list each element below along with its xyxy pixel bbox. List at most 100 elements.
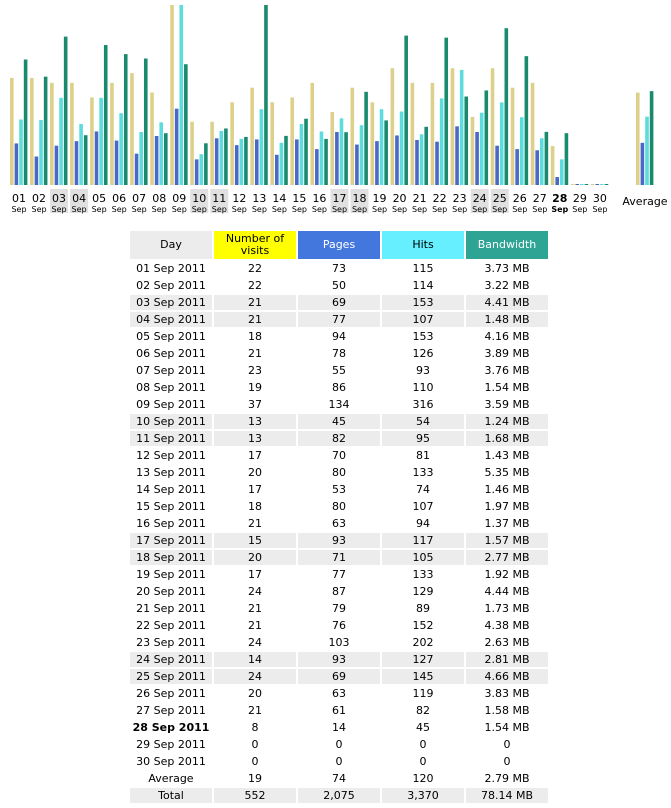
bar (524, 56, 529, 186)
x-tick-label: 26 (513, 192, 527, 205)
value-cell: 86 (332, 381, 346, 394)
value-cell: 0 (251, 755, 259, 768)
x-tick-label: 03 (52, 192, 66, 205)
value-cell: 153 (382, 295, 464, 310)
x-tick-label: 05 (92, 192, 106, 205)
header-day: Day (130, 231, 212, 259)
x-tick-month: Sep (332, 205, 347, 214)
x-tick-month: Sep (112, 205, 127, 214)
bar (210, 121, 214, 185)
bar (264, 5, 268, 185)
bar (190, 121, 194, 185)
value-cell: 202 (412, 636, 434, 649)
weekend-bg (190, 189, 209, 213)
x-tick-month: Sep (252, 205, 267, 214)
bar (335, 132, 339, 185)
value-cell: 73 (332, 262, 346, 275)
value-cell: 4.66 MB (466, 669, 548, 684)
x-tick-month: Sep (72, 205, 87, 214)
value-cell: 2.81 MB (466, 652, 548, 667)
value-cell: 152 (412, 619, 434, 632)
day-row: 29 Sep 2011 0 0 0 0 (130, 737, 548, 752)
x-tick-label: 14 (272, 192, 286, 205)
bar (154, 136, 159, 185)
x-tick-label: 09 (172, 192, 186, 205)
value-cell: 63 (332, 687, 346, 700)
value-cell: 0 (335, 738, 343, 751)
average-cell: 2.79 MB (484, 772, 530, 785)
day-cell: 04 Sep 2011 (130, 312, 212, 327)
bar (299, 124, 304, 185)
value-cell: 80 (332, 466, 346, 479)
average-label: Average (622, 195, 667, 208)
day-cell: 20 Sep 2011 (136, 585, 206, 598)
value-cell: 21 (214, 312, 296, 327)
bar (83, 135, 88, 185)
value-cell: 77 (332, 568, 346, 581)
value-cell: 1.43 MB (484, 449, 530, 462)
bar (519, 117, 524, 185)
day-row: 08 Sep 2011 19 86 110 1.54 MB (130, 380, 548, 395)
value-cell: 70 (332, 449, 346, 462)
bar (590, 184, 595, 185)
day-row: 04 Sep 2011 21 77 107 1.48 MB (130, 312, 548, 327)
x-tick-month: Sep (31, 205, 46, 214)
x-tick-label: 29 (573, 192, 587, 205)
value-cell: 107 (382, 312, 464, 327)
bar (139, 132, 143, 185)
x-tick-label: 20 (393, 192, 407, 205)
day-cell: 11 Sep 2011 (130, 431, 212, 446)
bar (134, 153, 139, 185)
bar (79, 124, 83, 185)
bar (30, 77, 34, 185)
day-cell: 29 Sep 2011 (136, 738, 206, 751)
day-cell: 01 Sep 2011 (136, 262, 206, 275)
value-cell: 4.16 MB (484, 330, 530, 343)
value-cell: 50 (332, 279, 346, 292)
header-0: Number of visits (214, 231, 296, 259)
value-cell: 20 (248, 466, 262, 479)
total-cell: 2,075 (298, 788, 380, 803)
bar (103, 45, 108, 185)
bar (470, 116, 475, 185)
bar (23, 59, 28, 186)
value-cell: 4.44 MB (484, 585, 530, 598)
value-cell: 21 (248, 517, 262, 530)
bar (114, 140, 119, 185)
bar (143, 58, 148, 185)
value-cell: 1.54 MB (484, 721, 530, 734)
bar (504, 28, 509, 186)
day-row: 11 Sep 2011 13 82 95 1.68 MB (130, 431, 548, 446)
x-tick-label: 16 (312, 192, 326, 205)
total-cell: 552 (214, 788, 296, 803)
day-cell: 16 Sep 2011 (136, 517, 206, 530)
value-cell: 1.73 MB (484, 602, 530, 615)
value-cell: 2.63 MB (484, 636, 530, 649)
bar (555, 177, 560, 185)
value-cell: 3.89 MB (484, 347, 530, 360)
bar (395, 135, 399, 185)
value-cell: 76 (332, 619, 346, 632)
value-cell: 3.83 MB (484, 687, 530, 700)
value-cell: 117 (382, 533, 464, 548)
weekend-bg (470, 189, 489, 213)
day-row: 25 Sep 2011 24 69 145 4.66 MB (130, 669, 548, 684)
day-row: 18 Sep 2011 20 71 105 2.77 MB (130, 550, 548, 565)
bar (499, 102, 504, 185)
x-tick-label: 02 (32, 192, 46, 205)
value-cell: 134 (328, 398, 350, 411)
bar (214, 138, 219, 185)
day-cell: 03 Sep 2011 (130, 295, 212, 310)
x-tick-month: Sep (432, 205, 447, 214)
value-cell: 53 (332, 483, 346, 496)
bar (150, 92, 154, 185)
value-cell: 78 (332, 347, 346, 360)
x-tick-month: Sep (232, 205, 247, 214)
value-cell: 93 (298, 533, 380, 548)
x-tick-month: Sep (572, 205, 587, 214)
bar (649, 91, 654, 185)
value-cell: 69 (298, 295, 380, 310)
value-cell: 1.68 MB (466, 431, 548, 446)
value-cell: 63 (332, 517, 346, 530)
total-cell: 3,370 (382, 788, 464, 803)
